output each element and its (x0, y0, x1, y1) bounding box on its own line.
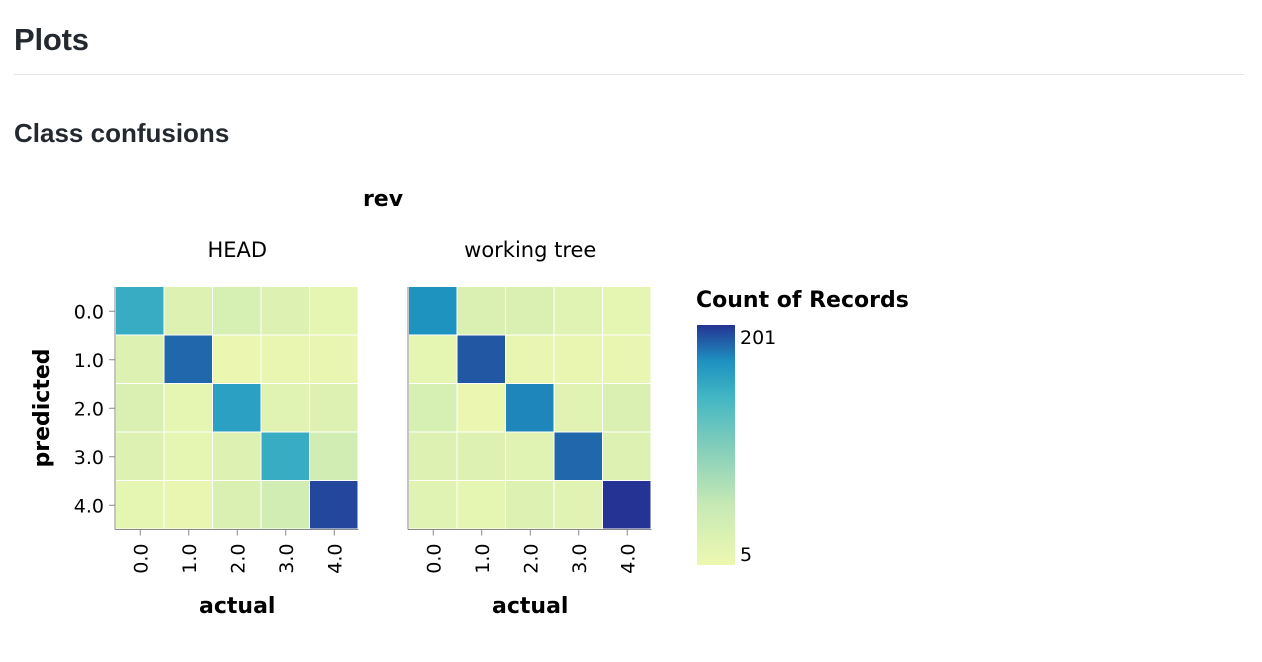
x-tick-label: 3.0 (276, 544, 298, 574)
heatmap-cell (457, 287, 505, 335)
heatmap-cell (116, 481, 164, 529)
x-tick-label: 4.0 (617, 544, 639, 574)
legend-min-label: 5 (740, 544, 752, 566)
heatmap-cell (116, 287, 164, 335)
heatmap-panels: HEAD 0.0 1.0 2.0 3.0 4.0 0.0 1.0 2.0 3.0 4.0 actual… (74, 238, 652, 619)
heatmap-cell (261, 432, 309, 480)
legend-max-label: 201 (740, 327, 776, 349)
heatmap-cell (554, 432, 602, 480)
x-tick-label: 0.0 (423, 544, 445, 574)
heatmap-cell (164, 384, 212, 432)
heatmap-cell (409, 384, 457, 432)
heatmap-cell (554, 481, 602, 529)
heatmap-cell (457, 384, 505, 432)
heatmap-cell (261, 481, 309, 529)
heatmap-cell (409, 432, 457, 480)
heatmap-cell (603, 481, 651, 529)
heatmap-cell (554, 287, 602, 335)
x-tick-label: 2.0 (520, 544, 542, 574)
heatmap-cell (457, 335, 505, 383)
x-tick-label: 0.0 (130, 544, 152, 574)
heatmap-cell (116, 384, 164, 432)
x-tick-label: 3.0 (569, 544, 591, 574)
x-tick-label: 4.0 (324, 544, 346, 574)
heatmap-cell (261, 335, 309, 383)
section-title: Class confusions (14, 118, 230, 148)
x-tick-label: 1.0 (179, 544, 201, 574)
panel-title: working tree (464, 238, 596, 262)
heatmap-panel: working tree 0.0 1.0 2.0 3.0 4.0 actual (407, 238, 652, 619)
heatmap-cell (409, 287, 457, 335)
heatmap-cell (116, 432, 164, 480)
heatmap-cell (457, 432, 505, 480)
heatmap-cell (164, 335, 212, 383)
page-title: Plots (14, 22, 89, 57)
heatmap-cell (310, 481, 358, 529)
facet-title: rev (363, 187, 404, 212)
heatmap-cell (409, 481, 457, 529)
heatmap-cell (506, 481, 554, 529)
heatmap-cell (506, 335, 554, 383)
heatmap-cell (116, 335, 164, 383)
heatmap-cell (261, 287, 309, 335)
heatmap-panel: HEAD 0.0 1.0 2.0 3.0 4.0 0.0 1.0 2.0 3.0 4.0 actual (74, 238, 359, 619)
heatmap-cell (603, 432, 651, 480)
heatmap-cell (164, 432, 212, 480)
heatmap-cell (457, 481, 505, 529)
confusion-matrix-chart: rev HEAD 0.0 1.0 2.0 3.0 4.0 0.0 1.0 2.0 3.0 4.0 ac… (30, 187, 909, 619)
heatmap-cell (213, 481, 261, 529)
heatmap-cell (310, 432, 358, 480)
heatmap-cell (164, 481, 212, 529)
y-tick-label: 3.0 (74, 447, 104, 469)
heatmap-cell (261, 384, 309, 432)
y-tick-label: 1.0 (74, 350, 104, 372)
heatmap-cell (554, 384, 602, 432)
title-divider (14, 74, 1244, 75)
heatmap-cell (506, 287, 554, 335)
heatmap-cell (506, 432, 554, 480)
heatmap-cell (554, 335, 602, 383)
legend-title: Count of Records (696, 288, 909, 313)
heatmap-cell (213, 432, 261, 480)
heatmap-cell (603, 384, 651, 432)
x-tick-label: 2.0 (227, 544, 249, 574)
heatmap-cell (164, 287, 212, 335)
y-tick-label: 2.0 (74, 398, 104, 420)
x-axis-label: actual (492, 594, 568, 619)
heatmap-cell (603, 287, 651, 335)
legend-gradient-bar (697, 325, 735, 565)
color-legend: Count of Records 201 5 (696, 288, 909, 566)
panel-title: HEAD (207, 238, 267, 262)
y-tick-label: 4.0 (74, 495, 104, 517)
y-tick-label: 0.0 (74, 301, 104, 323)
heatmap-cell (310, 287, 358, 335)
y-axis-label: predicted (30, 348, 55, 467)
heatmap-cell (213, 287, 261, 335)
x-axis-label: actual (199, 594, 275, 619)
heatmap-cell (603, 335, 651, 383)
heatmap-cell (409, 335, 457, 383)
heatmap-cell (213, 384, 261, 432)
heatmap-cell (506, 384, 554, 432)
heatmap-cell (310, 335, 358, 383)
heatmap-cell (213, 335, 261, 383)
x-tick-label: 1.0 (472, 544, 494, 574)
heatmap-cell (310, 384, 358, 432)
